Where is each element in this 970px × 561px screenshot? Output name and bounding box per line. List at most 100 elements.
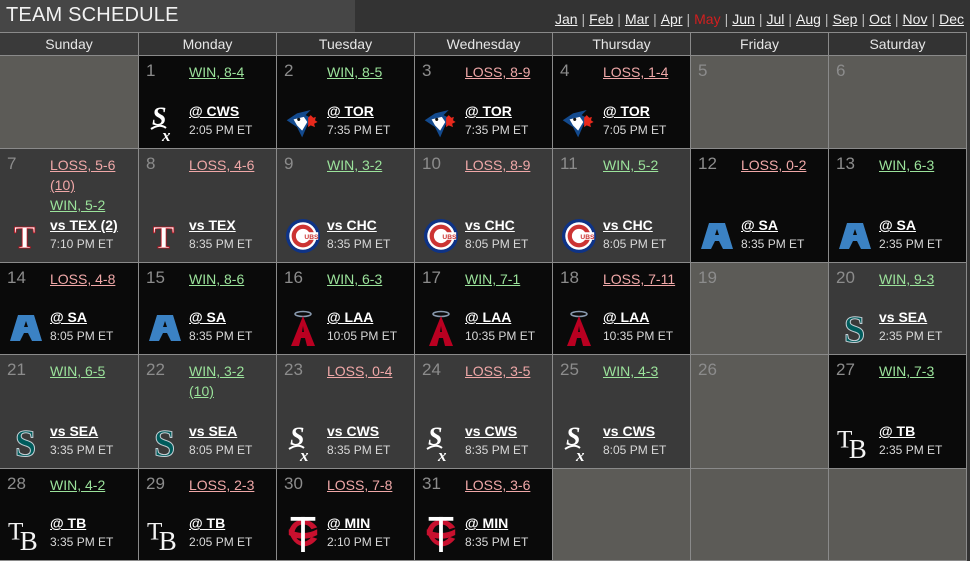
opponent-link[interactable]: @ TB — [50, 515, 87, 531]
month-link-sep[interactable]: Sep — [832, 11, 858, 27]
loss-result-link[interactable]: LOSS, 0-4 — [327, 363, 393, 379]
win-result-link[interactable]: WIN, 7-1 — [465, 271, 521, 287]
opponent-link[interactable]: @ TOR — [603, 103, 650, 119]
day-cell-13[interactable]: 13 WIN, 6-3 @ SA 2:35 PM ET — [828, 149, 966, 262]
opponent-link[interactable]: @ SA — [189, 309, 226, 325]
opponent-link[interactable]: @ TB — [189, 515, 226, 531]
month-link-jan[interactable]: Jan — [554, 11, 578, 27]
opponent-link[interactable]: @ CWS — [189, 103, 240, 119]
opponent-link[interactable]: vs TEX — [189, 217, 236, 233]
opponent-link[interactable]: vs SEA — [189, 423, 238, 439]
loss-result-link[interactable]: LOSS, 7-11 — [603, 271, 676, 287]
opponent-link[interactable]: @ TOR — [465, 103, 512, 119]
month-link-feb[interactable]: Feb — [589, 11, 614, 27]
opponent-link[interactable]: @ TB — [879, 423, 916, 439]
month-link-apr[interactable]: Apr — [660, 11, 683, 27]
loss-result-link[interactable]: LOSS, 3-6 — [465, 477, 531, 493]
opponent-link[interactable]: vs CWS — [327, 423, 380, 439]
loss-result-link[interactable]: LOSS, 4-6 — [189, 157, 255, 173]
game-results: WIN, 9-3 — [879, 269, 965, 289]
day-cell-10[interactable]: 10 LOSS, 8-9 UBS vs CHC 8:05 PM ET — [414, 149, 552, 262]
month-link-oct[interactable]: Oct — [869, 11, 891, 27]
opponent-link[interactable]: vs SEA — [50, 423, 99, 439]
day-cell-27[interactable]: 27 WIN, 7-3 T B @ TB 2:35 PM ET — [828, 355, 966, 468]
month-link-nov[interactable]: Nov — [902, 11, 928, 27]
game-time: 8:35 PM ET — [189, 237, 253, 251]
day-cell-16[interactable]: 16 WIN, 6-3 @ LAA 10:05 PM ET — [276, 263, 414, 354]
extra-innings-link[interactable]: (10) — [50, 177, 75, 193]
opponent-link[interactable]: @ SA — [741, 217, 778, 233]
loss-result-link[interactable]: LOSS, 0-2 — [741, 157, 807, 173]
day-cell-14[interactable]: 14 LOSS, 4-8 @ SA 8:05 PM ET — [0, 263, 138, 354]
opponent-link[interactable]: vs CWS — [603, 423, 656, 439]
opponent-link[interactable]: vs CWS — [465, 423, 518, 439]
loss-result-link[interactable]: LOSS, 8-9 — [465, 64, 531, 80]
opponent-link[interactable]: @ MIN — [327, 515, 371, 531]
win-result-link[interactable]: WIN, 6-3 — [879, 157, 935, 173]
opponent-link[interactable]: @ SA — [50, 309, 87, 325]
win-result-link[interactable]: WIN, 3-2 — [189, 363, 245, 379]
month-link-mar[interactable]: Mar — [624, 11, 650, 27]
opponent-link[interactable]: vs SEA — [879, 309, 928, 325]
day-cell-11[interactable]: 11 WIN, 5-2 UBS vs CHC 8:05 PM ET — [552, 149, 690, 262]
day-cell-28[interactable]: 28 WIN, 4-2 T B @ TB 3:35 PM ET — [0, 469, 138, 560]
opponent-link[interactable]: vs TEX (2) — [50, 217, 118, 233]
win-result-link[interactable]: WIN, 3-2 — [327, 157, 383, 173]
opponent-link[interactable]: @ LAA — [327, 309, 374, 325]
loss-result-link[interactable]: LOSS, 7-8 — [327, 477, 393, 493]
win-result-link[interactable]: WIN, 5-2 — [603, 157, 659, 173]
win-result-link[interactable]: WIN, 8-5 — [327, 64, 383, 80]
month-link-dec[interactable]: Dec — [939, 11, 964, 27]
day-cell-4[interactable]: 4 LOSS, 1-4 @ TOR 7:05 PM ET — [552, 56, 690, 148]
day-cell-17[interactable]: 17 WIN, 7-1 @ LAA 10:35 PM ET — [414, 263, 552, 354]
win-result-link[interactable]: WIN, 4-3 — [603, 363, 659, 379]
day-cell-2[interactable]: 2 WIN, 8-5 @ TOR 7:35 PM ET — [276, 56, 414, 148]
loss-result-link[interactable]: LOSS, 8-9 — [465, 157, 531, 173]
day-cell-31[interactable]: 31 LOSS, 3-6 @ MIN 8:35 PM ET — [414, 469, 552, 560]
day-cell-29[interactable]: 29 LOSS, 2-3 T B @ TB 2:05 PM ET — [138, 469, 276, 560]
opponent-link[interactable]: vs CHC — [327, 217, 377, 233]
day-cell-15[interactable]: 15 WIN, 8-6 @ SA 8:35 PM ET — [138, 263, 276, 354]
loss-result-link[interactable]: LOSS, 3-5 — [465, 363, 531, 379]
month-link-may[interactable]: May — [694, 11, 721, 27]
loss-result-link[interactable]: LOSS, 2-3 — [189, 477, 255, 493]
day-cell-30[interactable]: 30 LOSS, 7-8 @ MIN 2:10 PM ET — [276, 469, 414, 560]
opponent-link[interactable]: vs CHC — [603, 217, 653, 233]
opponent-link[interactable]: @ MIN — [465, 515, 509, 531]
opponent-link[interactable]: vs CHC — [465, 217, 515, 233]
day-cell-9[interactable]: 9 WIN, 3-2 UBS vs CHC 8:35 PM ET — [276, 149, 414, 262]
win-result-link[interactable]: WIN, 9-3 — [879, 271, 935, 287]
day-cell-18[interactable]: 18 LOSS, 7-11 @ LAA 10:35 PM ET — [552, 263, 690, 354]
loss-result-link[interactable]: LOSS, 5-6 — [50, 157, 116, 173]
cubs-logo-icon: UBS — [285, 216, 321, 256]
win-result-link[interactable]: WIN, 4-2 — [50, 477, 106, 493]
opponent-link[interactable]: @ SA — [879, 217, 916, 233]
month-link-jun[interactable]: Jun — [732, 11, 755, 27]
month-separator: | — [931, 11, 936, 27]
day-cell-12[interactable]: 12 LOSS, 0-2 @ SA 8:35 PM ET — [690, 149, 828, 262]
month-link-aug[interactable]: Aug — [796, 11, 821, 27]
extra-innings-link[interactable]: (10) — [189, 383, 214, 399]
win-result-link[interactable]: WIN, 8-4 — [189, 64, 245, 80]
opponent-link[interactable]: @ LAA — [465, 309, 512, 325]
loss-result-link[interactable]: LOSS, 1-4 — [603, 64, 669, 80]
win-result-link[interactable]: WIN, 7-3 — [879, 363, 935, 379]
month-link-jul[interactable]: Jul — [766, 11, 785, 27]
win-result-link[interactable]: WIN, 6-3 — [327, 271, 383, 287]
loss-result-link[interactable]: LOSS, 4-8 — [50, 271, 116, 287]
day-cell-3[interactable]: 3 LOSS, 8-9 @ TOR 7:35 PM ET — [414, 56, 552, 148]
win-result-link[interactable]: WIN, 5-2 — [50, 197, 106, 213]
win-result-link[interactable]: WIN, 8-6 — [189, 271, 245, 287]
opponent-link[interactable]: @ LAA — [603, 309, 650, 325]
win-result-link[interactable]: WIN, 6-5 — [50, 363, 106, 379]
opponent-link[interactable]: @ TOR — [327, 103, 374, 119]
